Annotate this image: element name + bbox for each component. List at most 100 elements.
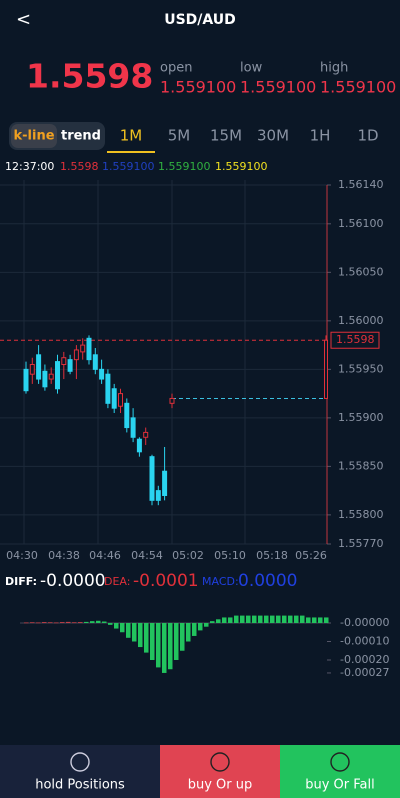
period-tab[interactable]: 5M <box>168 127 191 145</box>
x-tick-label: 04:46 <box>89 549 121 562</box>
macd-bar <box>300 615 305 623</box>
y-tick-label: -0.00027 <box>340 666 389 679</box>
macd-bar <box>294 615 299 623</box>
macd-bar <box>252 615 257 623</box>
dea-label: DEA: <box>104 575 130 588</box>
y-tick-label: -0.00010 <box>340 635 389 648</box>
x-tick-label: 05:18 <box>256 549 288 562</box>
period-tab[interactable]: 30M <box>257 127 289 145</box>
y-tick-label: 1.55900 <box>338 411 384 424</box>
fall-icon <box>330 752 350 772</box>
candle-body <box>111 388 117 409</box>
macd-bar <box>24 622 29 624</box>
period-tab[interactable]: 15M <box>210 127 242 145</box>
info-time: 12:37:00 <box>5 160 54 173</box>
macd-bar <box>168 623 173 670</box>
macd-bar <box>324 617 329 623</box>
macd-bar <box>198 623 203 631</box>
candle-body <box>73 349 79 361</box>
period-tab[interactable]: 1H <box>310 127 331 145</box>
macd-label: MACD: <box>202 575 239 588</box>
trend-tab[interactable]: trend <box>61 129 101 144</box>
back-button[interactable]: < <box>16 9 31 30</box>
candle-body <box>118 393 123 407</box>
macd-value: 0.0000 <box>238 571 297 591</box>
macd-bar <box>42 622 47 623</box>
macd-bar <box>204 623 209 627</box>
macd-bar <box>54 622 59 624</box>
macd-bar <box>132 623 137 642</box>
y-tick-label: 1.56140 <box>338 178 384 191</box>
macd-bar <box>162 623 167 673</box>
candle-body <box>55 361 60 390</box>
macd-bar <box>102 621 107 623</box>
macd-bar <box>216 619 221 623</box>
candle-body <box>86 337 92 361</box>
x-tick-label: 05:26 <box>295 549 327 562</box>
macd-bar <box>150 623 155 660</box>
candle-body <box>169 397 175 404</box>
high-label: high <box>320 61 348 76</box>
low-value: 1.559100 <box>240 78 316 97</box>
macd-bar <box>90 621 95 623</box>
y-tick-label: 1.55800 <box>338 508 384 521</box>
last-price-box <box>330 331 380 349</box>
hold-icon <box>70 752 90 772</box>
y-tick-label: 1.56000 <box>338 314 384 327</box>
candle-body <box>29 364 35 375</box>
macd-bar <box>126 623 131 638</box>
x-tick-label: 05:10 <box>214 549 246 562</box>
period-tab[interactable]: 1M <box>120 127 143 145</box>
fall-text: buy Or Fall <box>305 778 375 793</box>
info-close: 1.5598 <box>60 160 99 173</box>
kline-tab[interactable]: k-line <box>13 129 54 144</box>
macd-bar <box>306 617 311 623</box>
candle-body <box>80 344 86 353</box>
macd-bar <box>84 621 89 623</box>
x-tick-label: 04:38 <box>48 549 80 562</box>
candle-body <box>48 373 54 380</box>
macd-bar <box>72 622 77 624</box>
open-value: 1.559100 <box>160 78 236 97</box>
price: 1.5598 <box>26 57 153 96</box>
macd-bar <box>60 622 65 623</box>
macd-bar <box>186 623 191 642</box>
diff-value: -0.0000 <box>40 571 106 591</box>
up-text: buy Or up <box>188 778 253 793</box>
kline-tab-bg <box>11 124 57 148</box>
y-tick-label: 1.55850 <box>338 459 384 472</box>
info-ma3: 1.559100 <box>215 160 268 173</box>
y-tick-label: 1.56050 <box>338 265 384 278</box>
macd-bar <box>120 623 125 633</box>
period-tab[interactable]: 1D <box>357 127 378 145</box>
macd-bar <box>288 615 293 623</box>
candle-body <box>149 456 155 501</box>
last-price-label: 1.5598 <box>336 333 375 346</box>
candle-body <box>61 357 67 365</box>
macd-bar <box>234 615 239 623</box>
macd-bar <box>156 623 161 668</box>
diff-label: DIFF: <box>5 575 37 588</box>
y-tick-label: 1.56100 <box>338 217 384 230</box>
candle-body <box>23 368 29 392</box>
y-tick-label: -0.00020 <box>340 653 389 666</box>
candle-body <box>99 368 105 380</box>
hold-text: hold Positions <box>35 778 125 793</box>
candle-body <box>324 339 328 399</box>
up-icon <box>210 752 230 772</box>
macd-bar <box>66 621 71 623</box>
candle-body <box>130 417 136 438</box>
macd-bar <box>270 615 275 623</box>
macd-bar <box>318 617 323 623</box>
macd-bar <box>78 622 83 623</box>
macd-bar <box>192 623 197 636</box>
open-label: open <box>160 61 192 76</box>
macd-bar <box>30 622 35 624</box>
x-tick-label: 04:30 <box>6 549 38 562</box>
macd-bar <box>210 621 215 623</box>
x-tick-label: 04:54 <box>131 549 163 562</box>
macd-bar <box>114 623 119 629</box>
y-tick-label: 1.55770 <box>338 537 384 550</box>
dea-value: -0.0001 <box>133 571 199 591</box>
